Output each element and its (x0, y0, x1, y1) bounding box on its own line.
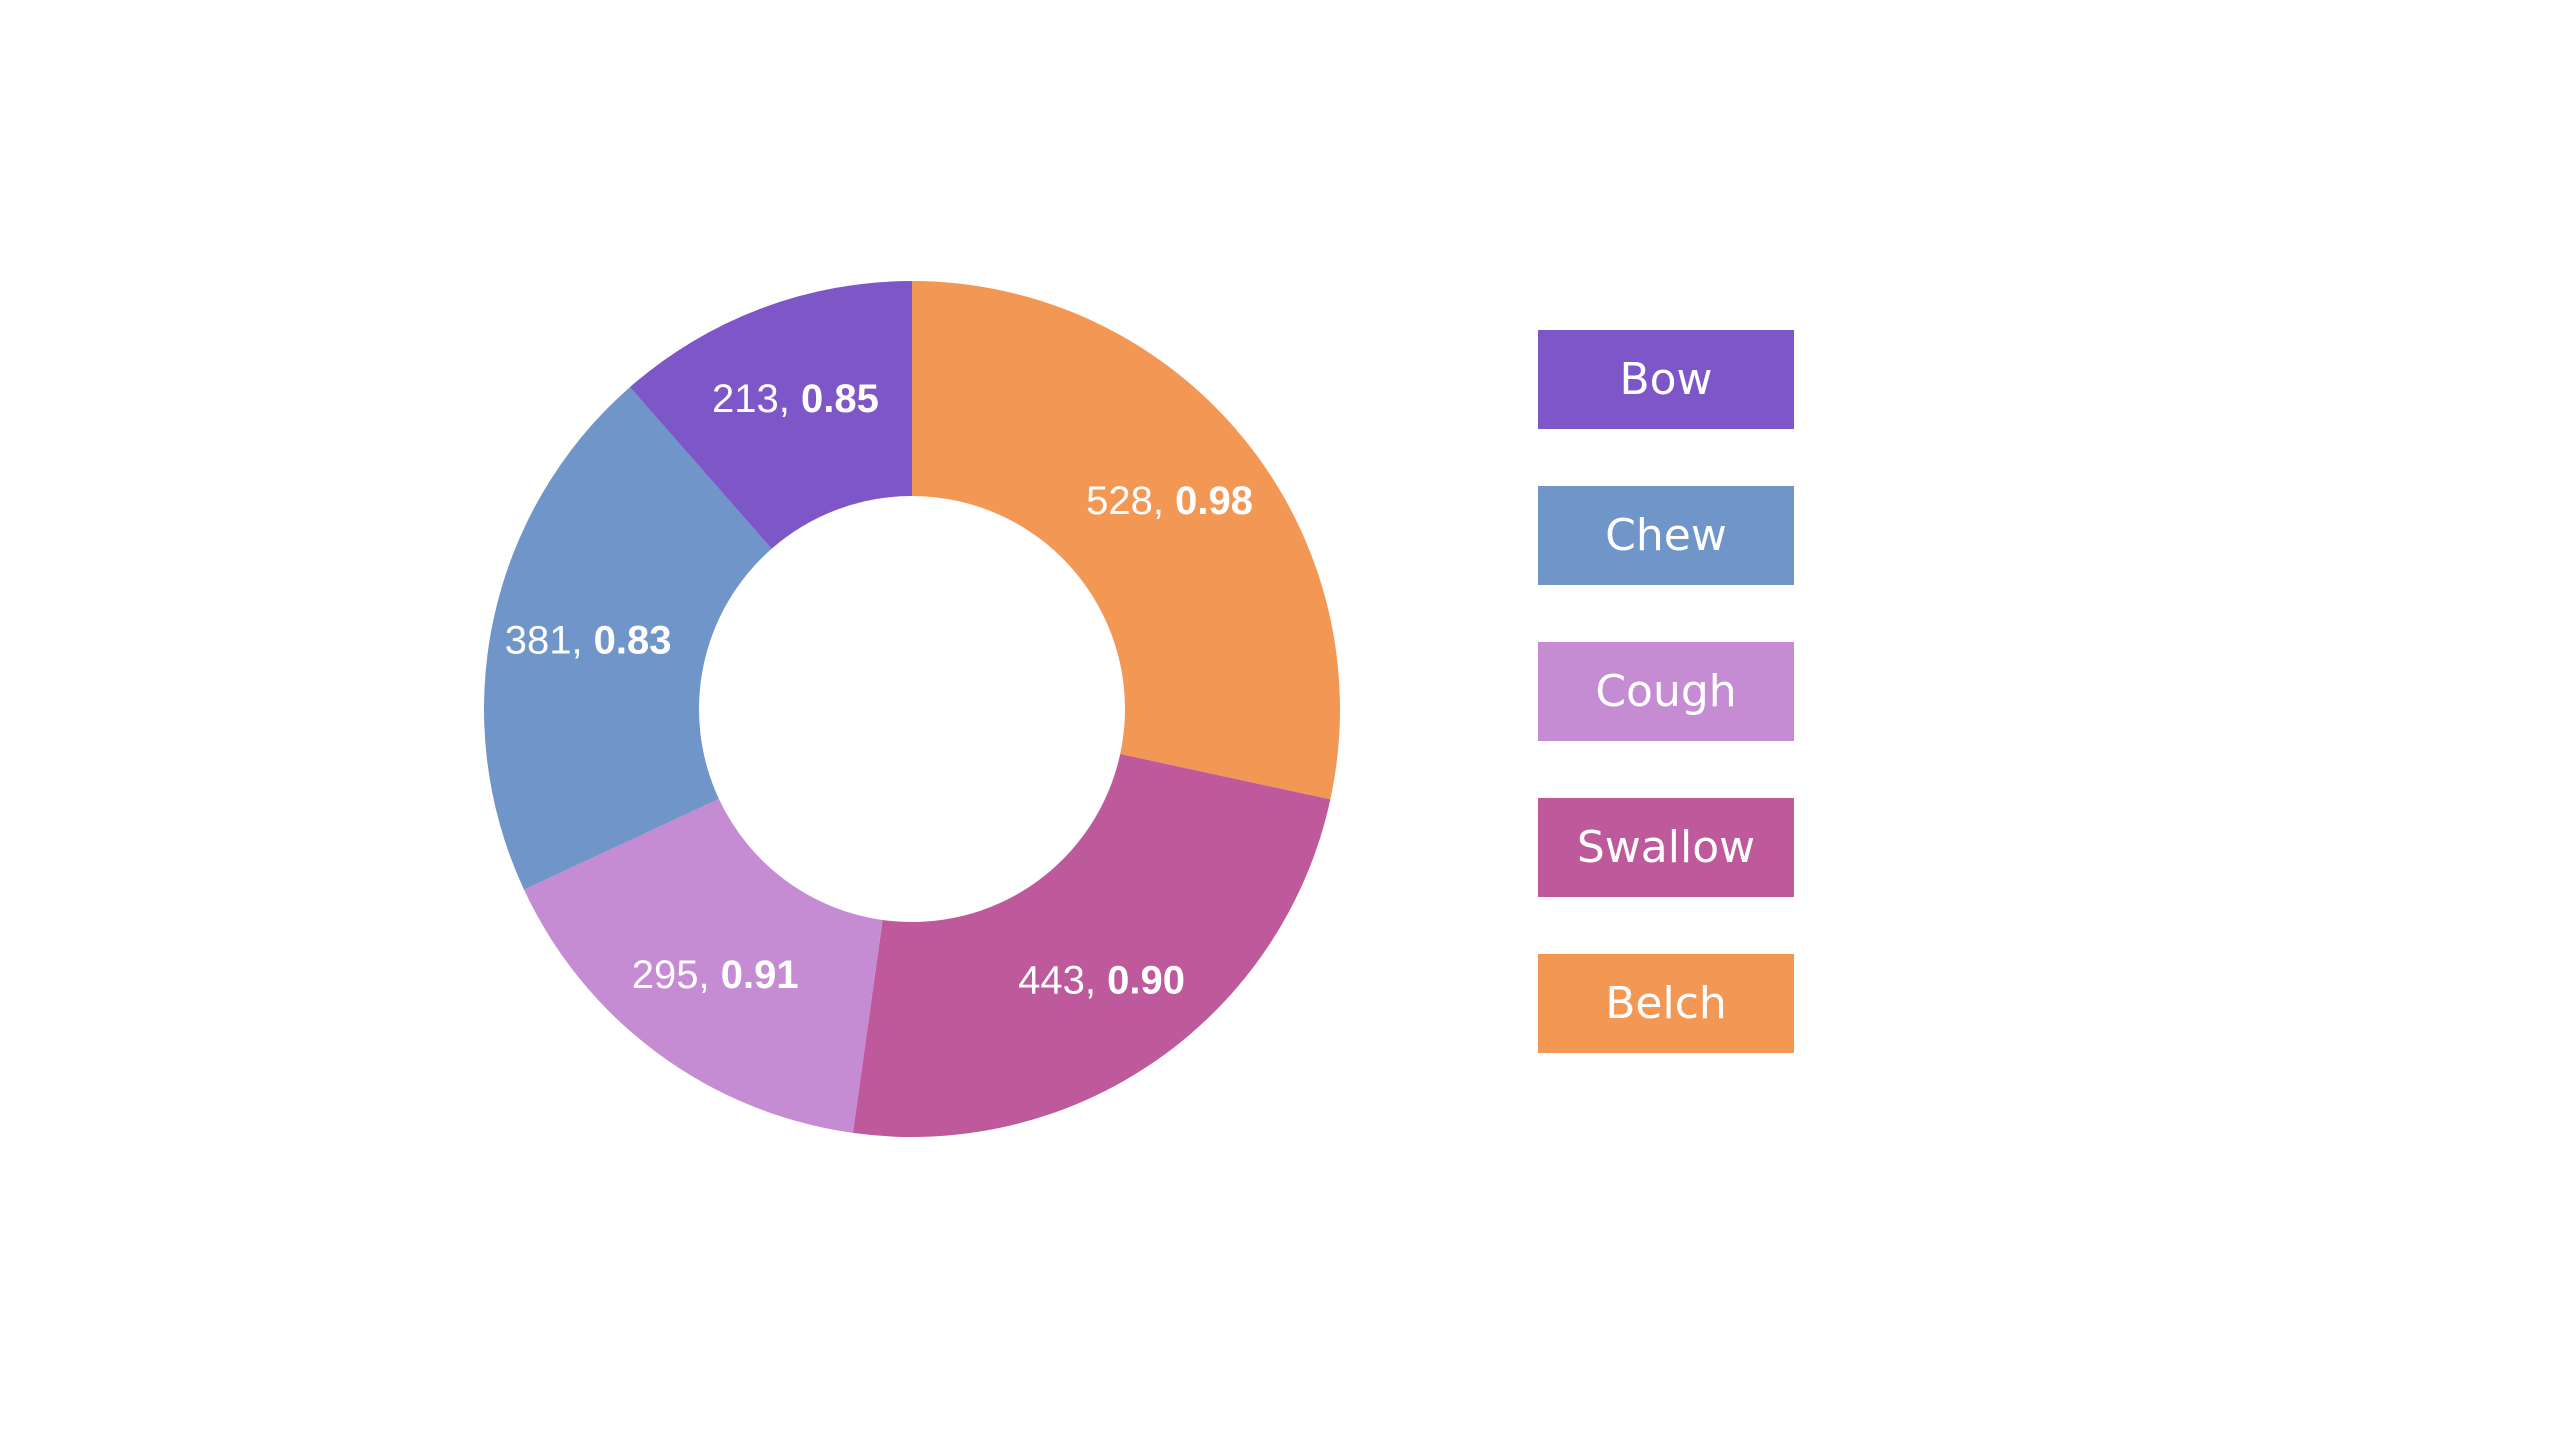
slice-value-swallow: 443, (1018, 958, 1107, 1002)
slice-chew (484, 387, 772, 890)
slice-label-belch: 528, 0.98 (1086, 479, 1253, 523)
slice-label-cough: 295, 0.91 (632, 953, 799, 997)
legend-item-cough: Cough (1538, 642, 1794, 741)
slice-ratio-swallow: 0.90 (1107, 958, 1185, 1002)
slice-label-bow: 213, 0.85 (712, 377, 879, 421)
legend-label-swallow: Swallow (1576, 822, 1756, 873)
slice-value-chew: 381, (505, 619, 594, 663)
slice-label-chew: 381, 0.83 (505, 619, 672, 663)
legend-label-chew: Chew (1605, 510, 1727, 561)
legend-item-bow: Bow (1538, 330, 1794, 429)
slice-value-bow: 213, (712, 377, 801, 421)
slice-ratio-bow: 0.85 (801, 377, 879, 421)
slice-value-belch: 528, (1086, 479, 1175, 523)
legend-item-belch: Belch (1538, 954, 1794, 1053)
slice-ratio-belch: 0.98 (1175, 479, 1253, 523)
slice-belch (912, 281, 1341, 800)
slice-swallow (852, 753, 1331, 1137)
legend-label-bow: Bow (1619, 354, 1713, 405)
legend: Bow Chew Cough Swallow Belch (1538, 330, 1794, 1110)
legend-label-belch: Belch (1605, 978, 1727, 1029)
slice-value-cough: 295, (632, 953, 721, 997)
slice-ratio-cough: 0.91 (721, 953, 799, 997)
slice-ratio-chew: 0.83 (594, 619, 672, 663)
slice-bow (629, 281, 912, 549)
legend-item-chew: Chew (1538, 486, 1794, 585)
legend-label-cough: Cough (1595, 666, 1737, 717)
slice-label-swallow: 443, 0.90 (1018, 958, 1185, 1002)
slice-cough (523, 798, 883, 1133)
legend-item-swallow: Swallow (1538, 798, 1794, 897)
